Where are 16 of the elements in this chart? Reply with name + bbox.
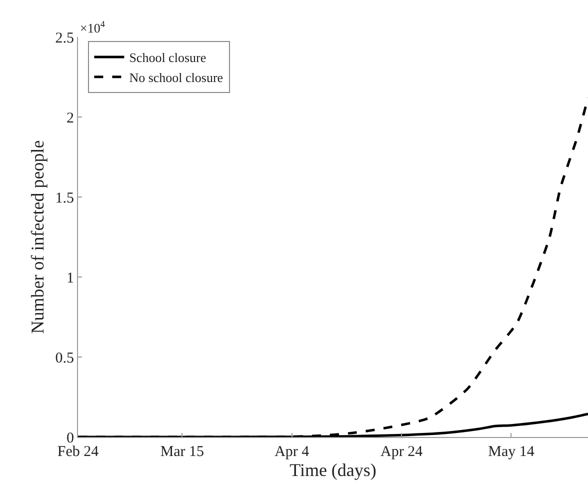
x-tick-label: Mar 15 xyxy=(160,444,204,460)
x-tick-label: Apr 24 xyxy=(380,444,424,460)
x-axis-title: Time (days) xyxy=(290,460,376,480)
legend-label: School closure xyxy=(129,50,206,66)
y-tick-label: 1 xyxy=(66,270,74,286)
y-tick-label: 2 xyxy=(66,110,74,126)
y-tick-label: 1.5 xyxy=(55,190,74,206)
y-tick-label: 0.5 xyxy=(55,350,74,366)
x-tick-label: Feb 24 xyxy=(57,444,100,460)
y-axis-title: Number of infected people xyxy=(27,140,48,334)
x-tick-label: Apr 4 xyxy=(274,444,310,460)
text: ×10$^{4}$ xyxy=(80,19,106,36)
x-tick-label: May 14 xyxy=(488,444,535,460)
legend-label: No school closure xyxy=(129,70,224,85)
y-tick-label: 2.5 xyxy=(55,30,74,46)
y-tick-label: 0 xyxy=(66,430,74,446)
